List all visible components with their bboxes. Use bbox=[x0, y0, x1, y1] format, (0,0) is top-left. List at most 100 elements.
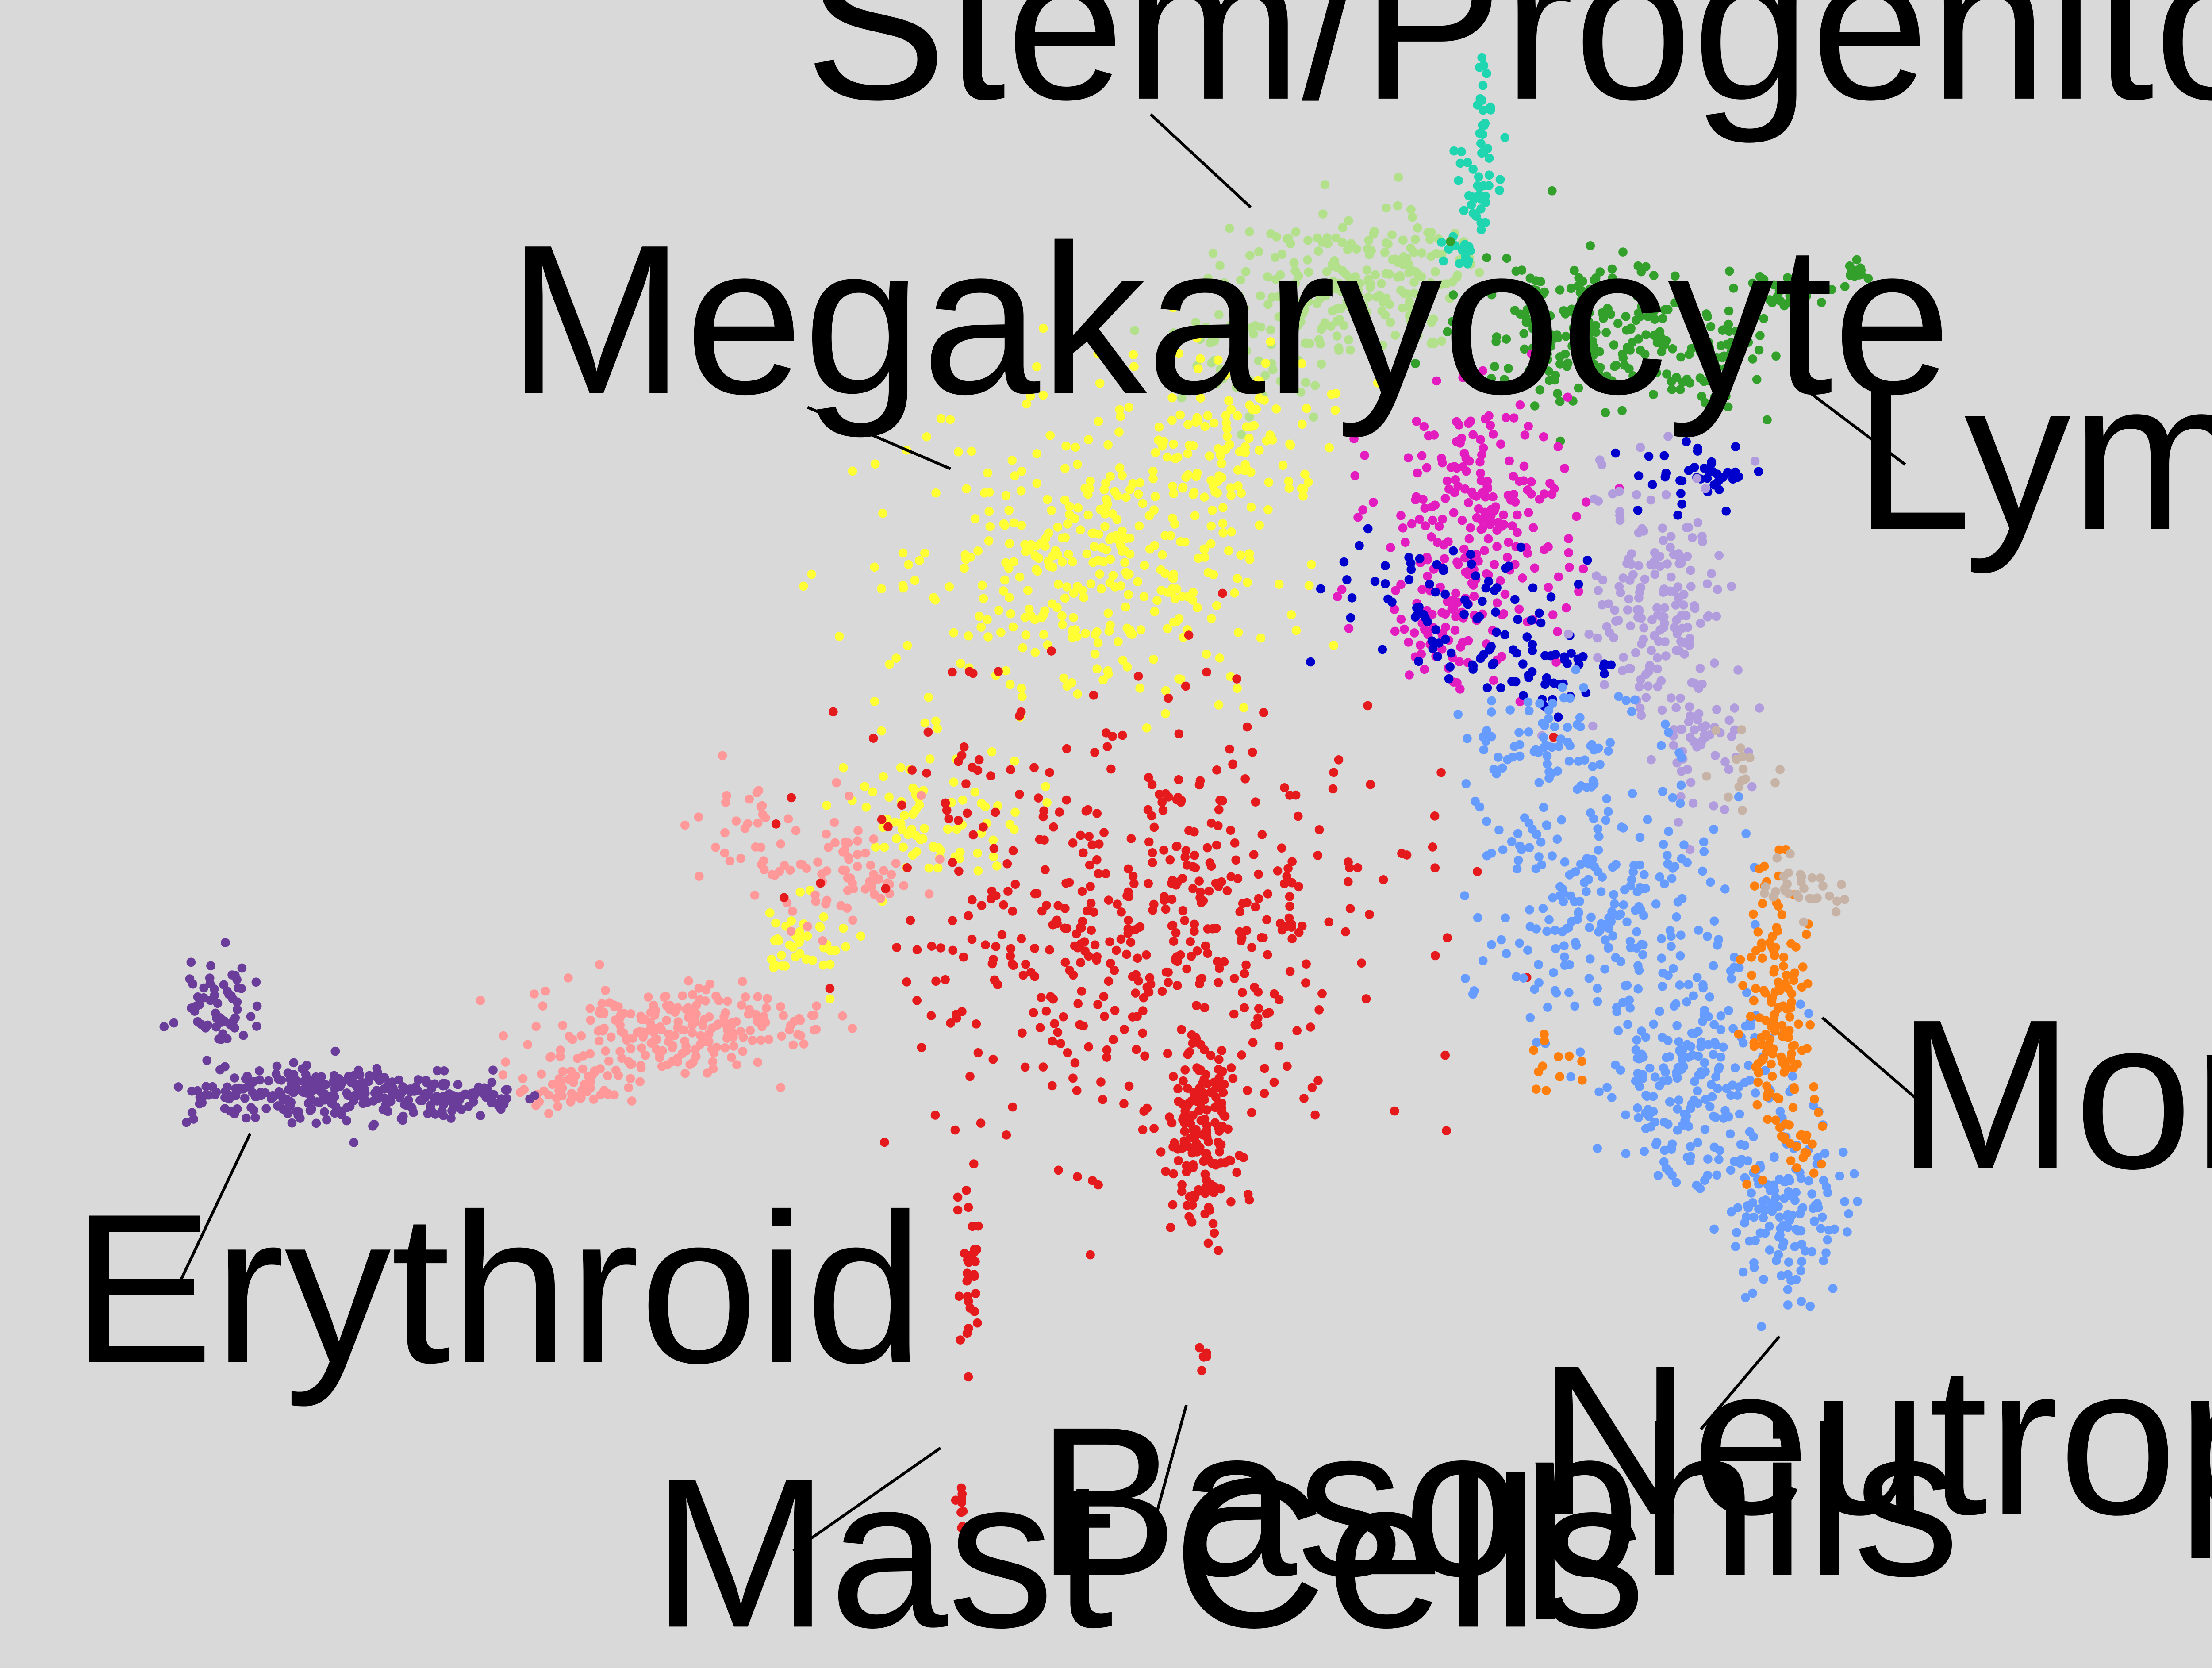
cell-point bbox=[1344, 335, 1353, 345]
cell-point bbox=[1714, 1155, 1724, 1164]
cell-point bbox=[1204, 280, 1213, 290]
cell-point bbox=[1118, 526, 1127, 536]
cell-point bbox=[1519, 691, 1528, 700]
cell-point bbox=[1283, 864, 1293, 873]
cell-point bbox=[1176, 537, 1185, 546]
cell-point bbox=[1671, 1177, 1681, 1187]
cell-point bbox=[1622, 917, 1632, 927]
cell-point bbox=[968, 1222, 977, 1231]
cell-point bbox=[1598, 600, 1607, 610]
cell-point bbox=[1149, 1124, 1159, 1133]
cell-point bbox=[1335, 315, 1344, 324]
cell-point bbox=[1486, 374, 1496, 383]
cell-point bbox=[1795, 280, 1805, 289]
cell-point bbox=[1526, 318, 1535, 327]
cell-point bbox=[1538, 1061, 1548, 1071]
cell-point bbox=[662, 1015, 672, 1025]
cell-point bbox=[776, 1002, 785, 1011]
cell-point bbox=[1471, 796, 1480, 806]
cell-point bbox=[1448, 290, 1458, 300]
cell-point bbox=[1187, 1096, 1196, 1106]
cell-point bbox=[1017, 520, 1026, 530]
cell-point bbox=[1171, 594, 1180, 603]
cell-point bbox=[1676, 780, 1686, 790]
cell-point bbox=[438, 1106, 447, 1116]
cell-point bbox=[1655, 872, 1664, 882]
cell-point bbox=[1032, 889, 1042, 898]
cell-point bbox=[1423, 555, 1432, 565]
cell-point bbox=[1417, 650, 1426, 659]
cell-point bbox=[1031, 565, 1041, 574]
cell-point bbox=[1635, 682, 1644, 692]
cell-point bbox=[1660, 1145, 1669, 1155]
cell-point bbox=[1003, 887, 1013, 896]
cell-point bbox=[1194, 1106, 1204, 1115]
cell-point bbox=[432, 1092, 442, 1101]
cell-point bbox=[1120, 1025, 1129, 1034]
cell-point bbox=[1237, 988, 1247, 997]
cell-point bbox=[1816, 1224, 1826, 1233]
cell-point bbox=[680, 1036, 690, 1046]
cell-point bbox=[1540, 545, 1549, 554]
cell-point bbox=[1529, 1045, 1538, 1055]
cell-point bbox=[1742, 1180, 1751, 1189]
cell-point bbox=[1310, 380, 1320, 390]
cell-point bbox=[809, 1011, 819, 1020]
cell-point bbox=[1553, 442, 1563, 451]
cell-point bbox=[756, 842, 766, 852]
cell-point bbox=[1099, 828, 1109, 838]
cell-point bbox=[1534, 960, 1543, 969]
cell-point bbox=[1534, 978, 1544, 988]
cell-point bbox=[1674, 748, 1684, 757]
cell-point bbox=[1132, 1045, 1141, 1054]
cell-point bbox=[433, 1066, 442, 1076]
cell-point bbox=[818, 936, 827, 945]
cell-point bbox=[1549, 732, 1559, 742]
cell-point bbox=[1700, 463, 1709, 473]
cell-point bbox=[1724, 1006, 1733, 1015]
cell-point bbox=[1593, 867, 1603, 876]
cell-point bbox=[1616, 1065, 1625, 1075]
cell-point bbox=[1189, 488, 1199, 497]
cell-point bbox=[1560, 857, 1570, 867]
cell-point bbox=[1677, 476, 1687, 486]
cell-point bbox=[1633, 505, 1643, 515]
cell-point bbox=[1509, 472, 1518, 481]
cell-point bbox=[487, 1077, 497, 1087]
cell-point bbox=[1084, 831, 1094, 841]
cell-point bbox=[1734, 1029, 1743, 1039]
cell-point bbox=[1053, 580, 1063, 589]
cell-point bbox=[1235, 374, 1245, 384]
cell-point bbox=[1501, 913, 1510, 922]
cell-point bbox=[1432, 560, 1442, 569]
cell-point bbox=[1347, 593, 1357, 603]
cell-point bbox=[732, 1060, 741, 1069]
cell-point bbox=[1790, 1085, 1799, 1094]
cell-point bbox=[829, 707, 838, 717]
cell-point bbox=[1751, 984, 1760, 993]
cell-point bbox=[1730, 1063, 1740, 1072]
cell-point bbox=[1716, 1025, 1726, 1034]
cell-point bbox=[1259, 933, 1268, 942]
cell-point bbox=[1767, 1059, 1776, 1069]
cell-point bbox=[1600, 680, 1609, 690]
cell-point bbox=[1790, 1242, 1800, 1251]
cell-point bbox=[1301, 338, 1310, 348]
cell-point bbox=[1190, 827, 1199, 837]
cell-point bbox=[1597, 919, 1606, 929]
cell-point bbox=[1213, 488, 1222, 498]
cell-point bbox=[1437, 238, 1446, 247]
cell-point bbox=[736, 853, 745, 863]
cell-point bbox=[1747, 970, 1756, 980]
cell-point bbox=[1202, 1182, 1211, 1191]
cell-point bbox=[1547, 489, 1557, 499]
cell-point bbox=[1106, 554, 1115, 564]
cell-point bbox=[1010, 880, 1020, 889]
cell-point bbox=[1440, 1050, 1450, 1060]
cell-point bbox=[1610, 899, 1619, 909]
cell-point bbox=[1483, 534, 1493, 544]
cell-point bbox=[1103, 608, 1113, 618]
cell-point bbox=[1415, 515, 1424, 524]
cell-point bbox=[821, 899, 830, 909]
cell-point bbox=[1454, 176, 1463, 185]
